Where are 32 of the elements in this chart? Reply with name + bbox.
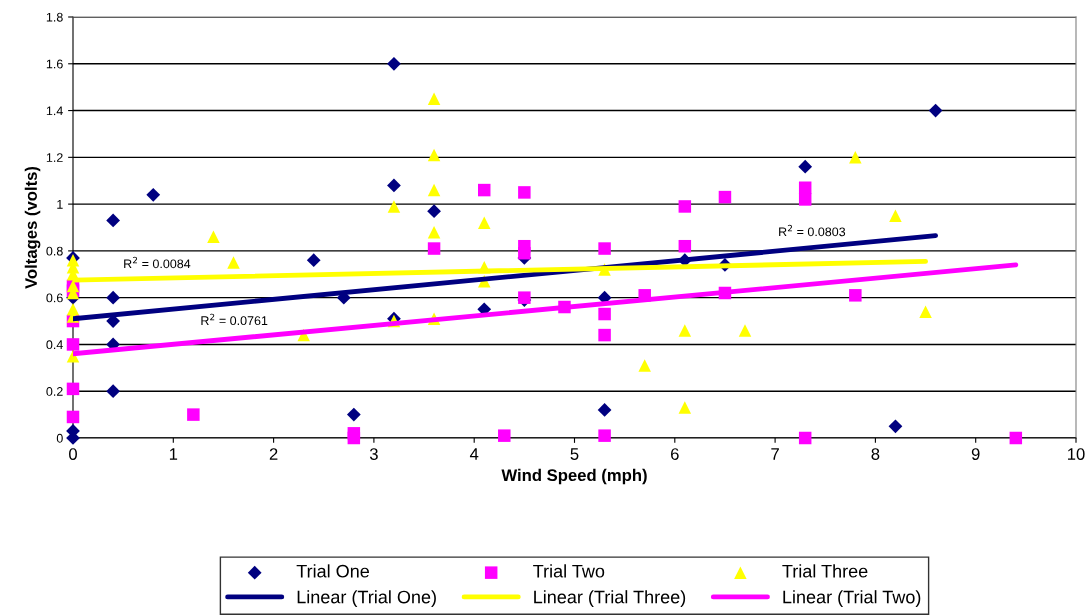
annotation: R$^{2}$ = 0.0084 (124, 256, 191, 269)
y-tick-label: 0.8 (46, 246, 63, 256)
x-tick-label: 10 (1068, 448, 1085, 460)
x-tick-label: 7 (771, 448, 779, 460)
legend-label: Trial Two (533, 564, 605, 578)
x-tick-label: 2 (269, 448, 278, 460)
legend-label: Trial Three (782, 564, 868, 578)
x-tick-label: 6 (671, 448, 679, 460)
x-tick-label: 3 (369, 448, 378, 460)
y-tick-label: 1.6 (46, 59, 63, 69)
y-tick-label: 1.8 (46, 12, 63, 22)
y-tick-label: 0.6 (46, 293, 63, 303)
y-tick-label: 0 (56, 433, 63, 443)
legend-label: Trial One (296, 564, 369, 578)
y-tick-label: 1 (57, 200, 63, 209)
y-tick-label: 1.4 (46, 106, 63, 116)
x-tick-label: 0 (69, 448, 77, 460)
y-axis-title: Voltages (volts) (24, 166, 41, 289)
legend-label: Linear (Trial Three) (534, 590, 686, 607)
annotation: R$^{2}$ = 0.0761 (201, 313, 268, 326)
x-tick-label: 8 (871, 448, 880, 460)
x-tick-label: 4 (469, 448, 479, 460)
x-axis-title: Wind Speed (mph) (501, 468, 647, 485)
y-tick-label: 0.2 (46, 387, 63, 396)
x-tick-label: 5 (570, 448, 579, 460)
legend-label: Linear (Trial Two) (783, 590, 921, 607)
y-tick-label: 1.2 (46, 153, 63, 162)
y-tick-label: 0.4 (46, 340, 63, 350)
x-tick-label: 9 (971, 448, 980, 460)
legend-label: Linear (Trial One) (297, 590, 436, 607)
x-tick-label: 1 (169, 448, 178, 460)
annotation: R$^{2}$ = 0.0803 (779, 224, 846, 237)
